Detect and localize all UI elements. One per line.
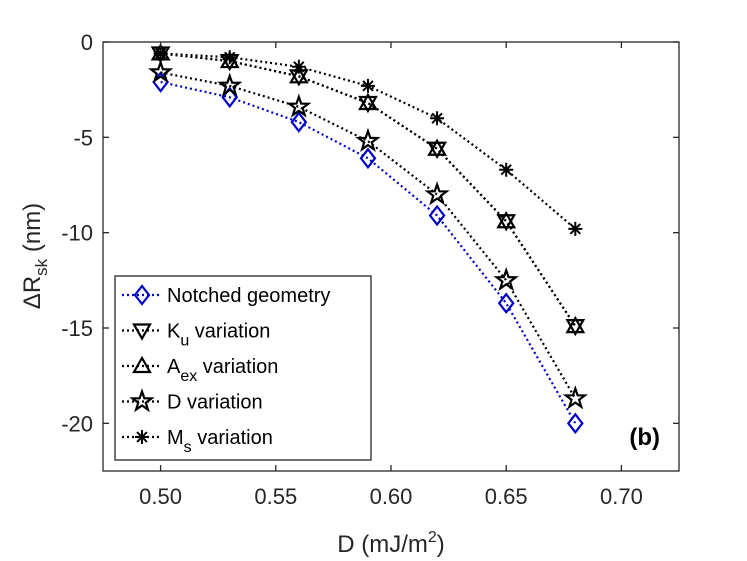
- legend-label: Ku variation: [167, 321, 270, 350]
- series-5: [153, 46, 583, 236]
- series-group: [147, 43, 589, 435]
- panel-label: (b): [629, 424, 660, 451]
- legend-entries: Notched geometry Ku variation Aex variatio…: [122, 284, 330, 456]
- legend-marker: [132, 323, 152, 341]
- y-tick-label: 0: [81, 30, 93, 55]
- data-point: [286, 93, 312, 118]
- legend-entry: Aex variation: [122, 355, 278, 385]
- legend-entry: Ku variation: [122, 321, 270, 350]
- data-point: [290, 111, 308, 133]
- x-tick-label: 0.55: [254, 484, 297, 509]
- data-point: [497, 292, 515, 315]
- data-point: [424, 181, 450, 206]
- y-axis-label: ΔRsk (nm): [19, 203, 51, 309]
- legend-box: [114, 275, 372, 461]
- data-point: [147, 59, 174, 84]
- legend-label: Aex variation: [167, 356, 278, 385]
- data-point: [428, 204, 446, 227]
- x-tick-label: 0.65: [485, 484, 528, 509]
- data-point: [291, 59, 306, 74]
- x-tick-label: 0.60: [370, 484, 413, 509]
- data-point: [562, 385, 589, 410]
- data-point: [430, 111, 445, 126]
- y-tick-label: -5: [73, 125, 93, 150]
- data-point: [499, 162, 514, 177]
- x-tick-label: 0.50: [139, 484, 182, 509]
- data-point: [427, 138, 447, 156]
- legend-entry: Notched geometry: [122, 284, 330, 307]
- data-point: [493, 266, 519, 292]
- data-point: [360, 78, 375, 93]
- data-point: [355, 127, 381, 152]
- axis-ticks: 0.50 0.55 0.60 0.65 0.70 0 -5 -10 -15 -20: [61, 30, 679, 509]
- legend-entry: D variation: [122, 388, 263, 414]
- y-tick-label: -15: [61, 316, 93, 341]
- legend-label: Notched geometry: [167, 285, 330, 307]
- x-tick-label: 0.70: [600, 484, 643, 509]
- series-line: [160, 71, 577, 400]
- data-point: [496, 211, 517, 229]
- y-tick-label: -20: [61, 411, 93, 436]
- y-tick-label: -10: [61, 221, 93, 246]
- legend-entry: Ms variation: [122, 427, 273, 456]
- legend-marker: [133, 284, 151, 306]
- legend-label: D variation: [167, 392, 263, 414]
- data-point: [566, 412, 584, 435]
- data-point: [358, 92, 378, 111]
- data-point: [288, 66, 309, 84]
- legend-marker: [132, 355, 152, 374]
- series-4: [147, 59, 589, 410]
- data-point: [568, 221, 583, 236]
- legend-marker: [129, 388, 155, 413]
- legend-label: Ms variation: [167, 427, 273, 456]
- series-line: [160, 80, 577, 424]
- data-point: [153, 46, 168, 61]
- data-point: [565, 315, 586, 334]
- x-axis-label: D (mJ/m2): [337, 529, 445, 558]
- legend: Notched geometry Ku variation Aex variatio…: [114, 275, 372, 461]
- data-point: [217, 72, 243, 97]
- data-point: [359, 147, 377, 170]
- legend-marker: [135, 430, 149, 444]
- data-point: [222, 50, 237, 65]
